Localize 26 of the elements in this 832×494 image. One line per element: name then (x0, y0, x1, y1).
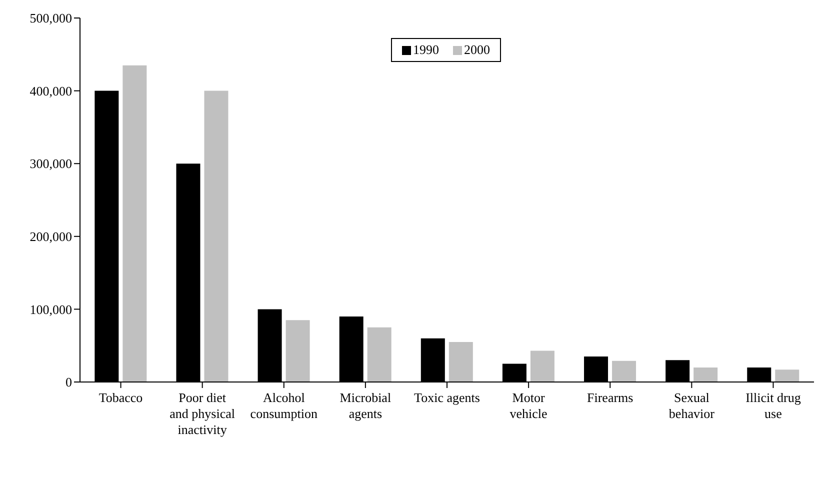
bar (204, 90, 228, 382)
y-tick-label: 100,000 (30, 302, 72, 317)
x-tick-label: Poor diet and physical inactivity (170, 390, 236, 437)
bar (286, 320, 310, 382)
x-tick-label: Sexual behavior (668, 390, 716, 421)
x-tick-label: Microbial agents (340, 390, 392, 421)
bar (448, 342, 473, 382)
bar (530, 350, 554, 382)
legend-label: 2000 (463, 42, 490, 58)
bar (694, 367, 718, 382)
y-tick-label: 400,000 (30, 83, 72, 98)
y-tick-label: 300,000 (30, 156, 72, 172)
x-tick-label: Tobacco (98, 390, 143, 405)
bar (612, 360, 636, 382)
bar (122, 65, 147, 382)
x-tick-label: Motor vehicle (510, 390, 548, 421)
legend-label: 1990 (412, 42, 439, 58)
x-tick-label: Toxic agents (414, 390, 480, 405)
bar (775, 370, 800, 382)
y-tick-label: 0 (66, 374, 72, 390)
x-tick-label: Firearms (587, 390, 634, 405)
x-tick-label: Illicit drug use (746, 390, 802, 421)
y-tick-label: 200,000 (30, 229, 72, 244)
bar (367, 327, 392, 382)
x-tick-label: Alcohol consumption (250, 390, 318, 421)
y-tick-label: 500,000 (30, 10, 72, 26)
